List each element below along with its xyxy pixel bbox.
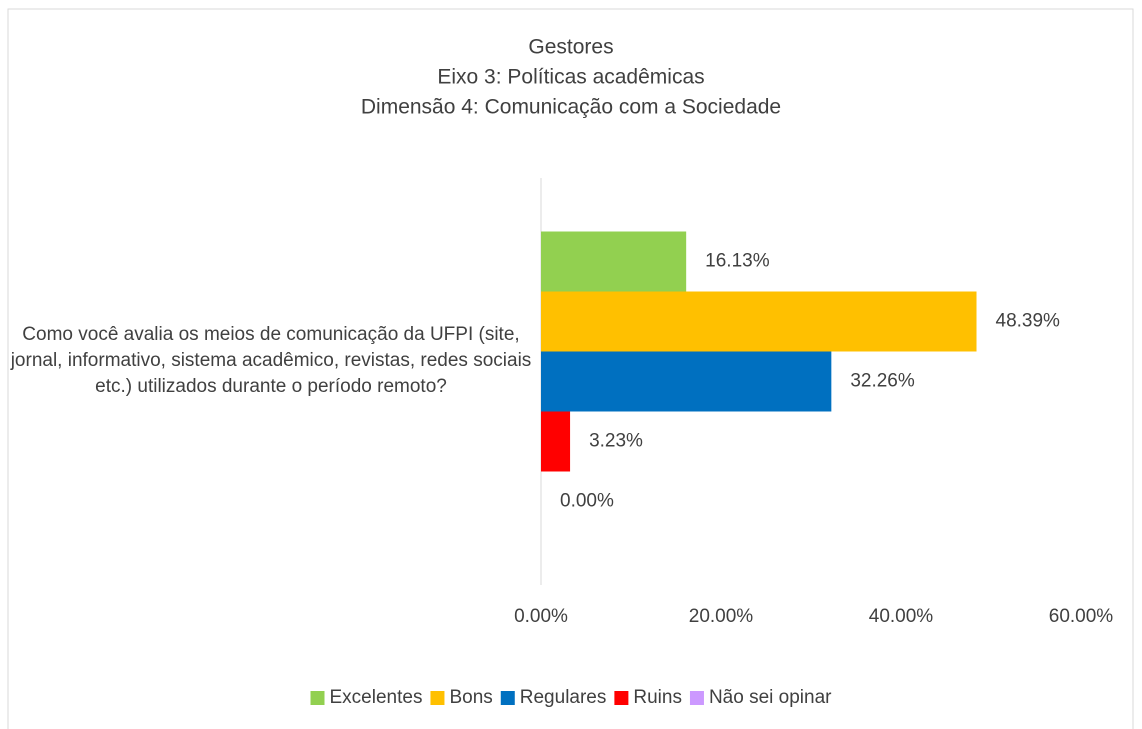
legend-label: Ruins [633, 687, 682, 708]
data-label: 0.00% [560, 491, 614, 512]
legend-label: Bons [449, 687, 492, 708]
legend-swatch [310, 691, 325, 705]
legend-swatch [689, 691, 704, 705]
data-label: 48.39% [996, 311, 1061, 332]
legend-swatch [614, 691, 629, 705]
x-tick-label: 60.00% [1049, 606, 1114, 627]
data-label: 3.23% [589, 431, 643, 452]
category-label: Como você avalia os meios de comunicação… [10, 324, 532, 397]
x-tick-label: 40.00% [869, 606, 934, 627]
x-tick-label: 0.00% [514, 606, 568, 627]
chart-title: Gestores [528, 36, 613, 59]
bar [541, 351, 832, 412]
chart-title: Eixo 3: Políticas acadêmicas [437, 66, 704, 89]
chart-title: Dimensão 4: Comunicação com a Sociedade [361, 96, 781, 119]
chart-border [7, 8, 1134, 729]
legend-label: Não sei opinar [709, 687, 832, 708]
legend-swatch [500, 691, 515, 705]
legend-label: Excelentes [330, 687, 423, 708]
bar [541, 291, 977, 352]
data-label: 16.13% [705, 251, 770, 272]
legend-label: Regulares [520, 687, 607, 708]
data-label: 32.26% [850, 371, 915, 392]
x-tick-label: 20.00% [689, 606, 754, 627]
bar [541, 411, 571, 472]
legend-swatch [430, 691, 445, 705]
bar [541, 231, 687, 292]
